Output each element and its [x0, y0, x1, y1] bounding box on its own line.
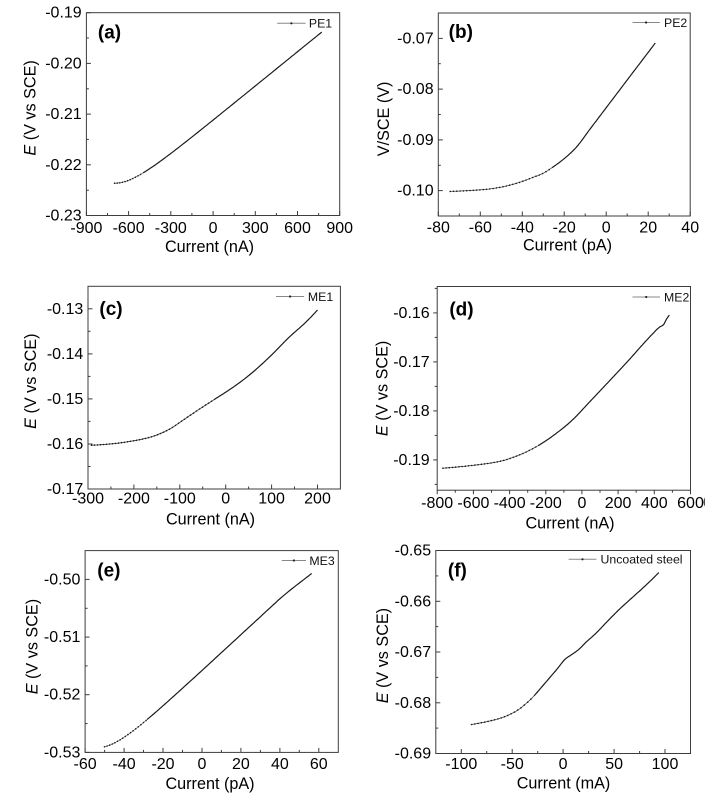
svg-text:-900: -900	[70, 220, 102, 237]
svg-text:0: 0	[209, 220, 218, 237]
svg-text:40: 40	[681, 220, 699, 237]
svg-text:(d): (d)	[449, 299, 473, 320]
svg-text:PE2: PE2	[664, 16, 687, 30]
svg-text:-0.09: -0.09	[397, 132, 434, 149]
svg-text:-0.16: -0.16	[393, 305, 430, 322]
svg-text:-40: -40	[113, 756, 136, 773]
svg-text:400: 400	[641, 495, 668, 512]
svg-text:-60: -60	[469, 220, 492, 237]
svg-text:20: 20	[232, 756, 250, 773]
svg-text:-0.17: -0.17	[393, 354, 430, 371]
svg-text:600: 600	[284, 220, 311, 237]
svg-text:Uncoated steel: Uncoated steel	[601, 553, 683, 567]
svg-text:(f): (f)	[448, 560, 467, 581]
svg-text:E (V vs SCE): E (V vs SCE)	[23, 599, 41, 694]
svg-text:200: 200	[304, 491, 331, 508]
svg-text:Current (nA): Current (nA)	[525, 515, 614, 533]
svg-text:-0.17: -0.17	[47, 481, 84, 498]
svg-text:-50: -50	[501, 756, 524, 773]
svg-text:PE1: PE1	[309, 17, 332, 31]
svg-text:-0.07: -0.07	[397, 30, 434, 47]
svg-text:100: 100	[652, 756, 679, 773]
svg-text:40: 40	[271, 756, 289, 773]
svg-text:-0.53: -0.53	[44, 744, 81, 761]
svg-text:0: 0	[577, 495, 586, 512]
svg-text:0: 0	[198, 756, 207, 773]
svg-text:-800: -800	[421, 495, 453, 512]
svg-text:E (V vs SCE): E (V vs SCE)	[373, 341, 391, 436]
svg-text:V/SCE (V): V/SCE (V)	[375, 82, 393, 157]
svg-text:-0.66: -0.66	[395, 593, 432, 610]
svg-text:20: 20	[639, 220, 657, 237]
svg-text:-600: -600	[113, 220, 145, 237]
svg-text:-0.18: -0.18	[393, 403, 430, 420]
svg-text:-100: -100	[445, 756, 477, 773]
svg-text:0: 0	[703, 495, 712, 512]
svg-text:E (V vs SCE): E (V vs SCE)	[374, 608, 392, 703]
svg-text:(e): (e)	[97, 561, 120, 582]
svg-text:-200: -200	[118, 491, 150, 508]
svg-text:ME1: ME1	[308, 290, 333, 304]
svg-text:-0.16: -0.16	[47, 436, 84, 453]
svg-text:100: 100	[258, 491, 285, 508]
svg-text:600: 600	[677, 495, 704, 512]
svg-text:-80: -80	[427, 220, 450, 237]
svg-text:-0.67: -0.67	[395, 644, 432, 661]
svg-text:-0.51: -0.51	[44, 629, 81, 646]
svg-text:E (V vs SCE): E (V vs SCE)	[22, 60, 40, 155]
svg-text:-0.13: -0.13	[47, 301, 84, 318]
svg-text:(b): (b)	[449, 22, 473, 43]
svg-text:Current (pA): Current (pA)	[165, 775, 254, 793]
svg-text:-100: -100	[164, 491, 196, 508]
svg-text:-20: -20	[151, 756, 174, 773]
svg-text:0: 0	[559, 756, 568, 773]
svg-text:0: 0	[221, 491, 230, 508]
svg-text:ME3: ME3	[309, 554, 334, 568]
svg-text:Current (pA): Current (pA)	[523, 236, 612, 254]
svg-text:-0.21: -0.21	[45, 106, 82, 123]
svg-text:-0.15: -0.15	[47, 391, 84, 408]
svg-text:-0.19: -0.19	[45, 5, 82, 22]
svg-text:-400: -400	[494, 495, 526, 512]
svg-text:900: 900	[326, 220, 353, 237]
svg-text:60: 60	[310, 756, 328, 773]
svg-text:-60: -60	[74, 756, 97, 773]
svg-text:-0.23: -0.23	[45, 208, 82, 225]
svg-text:Current (nA): Current (nA)	[165, 238, 254, 256]
svg-text:Current (nA): Current (nA)	[166, 510, 255, 528]
svg-text:-40: -40	[511, 220, 534, 237]
svg-text:-600: -600	[457, 495, 489, 512]
svg-text:ME2: ME2	[664, 290, 689, 304]
svg-text:-0.20: -0.20	[45, 55, 82, 72]
svg-text:300: 300	[242, 220, 269, 237]
svg-text:-0.14: -0.14	[47, 346, 84, 363]
svg-text:-0.69: -0.69	[395, 746, 432, 763]
svg-text:(c): (c)	[99, 299, 122, 320]
svg-text:-0.52: -0.52	[44, 687, 81, 704]
svg-text:-0.08: -0.08	[397, 81, 434, 98]
svg-text:(a): (a)	[98, 23, 121, 44]
svg-text:-300: -300	[72, 491, 104, 508]
svg-text:Current (mA): Current (mA)	[517, 775, 611, 793]
svg-text:-0.19: -0.19	[393, 452, 430, 469]
svg-text:-0.68: -0.68	[395, 695, 432, 712]
svg-text:-0.50: -0.50	[44, 571, 81, 588]
svg-text:E (V vs SCE): E (V vs SCE)	[22, 334, 40, 429]
svg-text:-300: -300	[155, 220, 187, 237]
svg-text:200: 200	[605, 495, 632, 512]
svg-text:-0.10: -0.10	[397, 183, 434, 200]
svg-text:0: 0	[602, 220, 611, 237]
svg-text:50: 50	[605, 756, 623, 773]
svg-text:-0.65: -0.65	[395, 543, 432, 560]
svg-text:-200: -200	[530, 495, 562, 512]
svg-text:-20: -20	[553, 220, 576, 237]
svg-text:-0.22: -0.22	[45, 157, 82, 174]
